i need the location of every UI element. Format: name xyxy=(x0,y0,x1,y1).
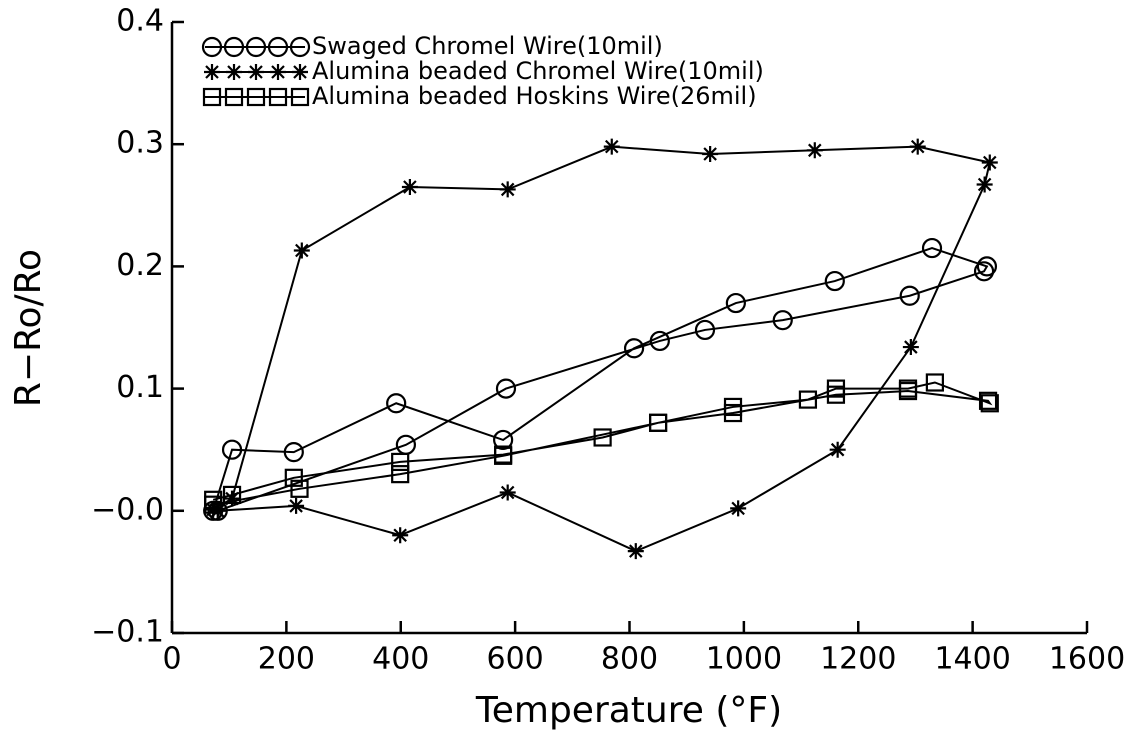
data-point xyxy=(623,338,645,359)
x-tick-label: 600 xyxy=(486,642,543,677)
data-point xyxy=(627,543,644,560)
legend-marker xyxy=(248,64,264,80)
legend-marker xyxy=(268,87,288,107)
data-point xyxy=(603,138,620,155)
legend-marker xyxy=(224,87,244,107)
legend-marker xyxy=(289,36,311,58)
series-line xyxy=(212,145,991,553)
data-point xyxy=(976,176,993,193)
legend-marker xyxy=(223,36,245,58)
y-tick-label: 0.4 xyxy=(116,4,164,39)
data-point xyxy=(976,256,998,277)
data-point xyxy=(391,452,410,472)
data-point xyxy=(899,285,920,306)
data-point xyxy=(222,485,242,505)
data-point xyxy=(493,429,514,451)
data-point xyxy=(499,484,516,501)
legend-marker xyxy=(290,87,310,107)
legend-label: Swaged Chromel Wire(10mil) xyxy=(312,32,663,60)
series-line xyxy=(212,381,993,506)
data-point xyxy=(283,442,304,463)
data-point xyxy=(401,178,418,195)
x-tick-label: 1600 xyxy=(1049,642,1125,677)
data-point xyxy=(290,479,309,498)
legend-marker xyxy=(201,36,223,58)
data-point xyxy=(224,490,241,507)
data-point xyxy=(284,468,303,487)
data-point xyxy=(495,378,517,399)
legend-label: Alumina beaded Hoskins Wire(26mil) xyxy=(312,82,757,110)
x-tick-label: 1200 xyxy=(820,642,896,677)
data-point xyxy=(648,413,668,432)
data-point xyxy=(806,142,823,159)
y-tick-label: 0.1 xyxy=(116,370,164,405)
data-point xyxy=(204,495,223,514)
data-point xyxy=(386,393,407,414)
data-point xyxy=(925,373,944,392)
data-point xyxy=(798,390,818,409)
data-point xyxy=(288,497,305,514)
data-point xyxy=(730,500,747,517)
data-point xyxy=(772,310,793,331)
legend-marker xyxy=(204,64,220,80)
y-tick-label: 0.2 xyxy=(116,248,164,283)
y-tick-label: −0.1 xyxy=(91,615,164,650)
data-point xyxy=(209,502,226,519)
data-point xyxy=(649,330,670,352)
data-point xyxy=(494,446,513,465)
x-axis-label: Temperature (°F) xyxy=(475,690,782,731)
x-tick-label: 800 xyxy=(601,642,658,677)
data-point xyxy=(392,527,409,544)
legend-marker xyxy=(226,64,242,80)
x-tick-label: 1000 xyxy=(706,642,782,677)
x-tick-label: 1400 xyxy=(934,642,1010,677)
legend-marker xyxy=(246,87,266,107)
data-point xyxy=(499,181,516,198)
legend-marker xyxy=(202,87,222,107)
data-point xyxy=(826,385,846,404)
data-point xyxy=(702,145,719,162)
series-line xyxy=(212,247,989,512)
data-point xyxy=(909,138,926,155)
data-point xyxy=(981,154,998,171)
legend-label: Alumina beaded Chromel Wire(10mil) xyxy=(312,57,764,85)
legend-marker xyxy=(292,64,308,80)
data-point xyxy=(824,270,845,292)
data-point xyxy=(725,292,746,314)
data-point xyxy=(205,501,222,518)
data-point xyxy=(593,428,612,447)
x-tick-label: 400 xyxy=(372,642,429,677)
data-point xyxy=(293,242,310,259)
legend-marker xyxy=(270,64,286,80)
data-point xyxy=(391,465,410,484)
data-point xyxy=(898,381,918,401)
legend-marker xyxy=(245,36,267,58)
y-tick-label: −0.0 xyxy=(91,492,164,527)
data-point xyxy=(902,339,919,356)
x-tick-label: 200 xyxy=(258,642,315,677)
data-point xyxy=(221,439,243,460)
data-point xyxy=(694,319,716,341)
x-tick-label: 0 xyxy=(162,642,181,677)
data-point xyxy=(973,261,995,282)
data-point xyxy=(829,441,846,458)
data-point xyxy=(980,394,999,413)
y-tick-label: 0.3 xyxy=(116,126,164,161)
y-axis-label: R−Ro/Ro xyxy=(8,249,49,407)
data-point xyxy=(978,391,998,410)
legend-marker xyxy=(267,36,289,58)
data-point xyxy=(723,403,743,423)
data-point xyxy=(921,237,943,259)
